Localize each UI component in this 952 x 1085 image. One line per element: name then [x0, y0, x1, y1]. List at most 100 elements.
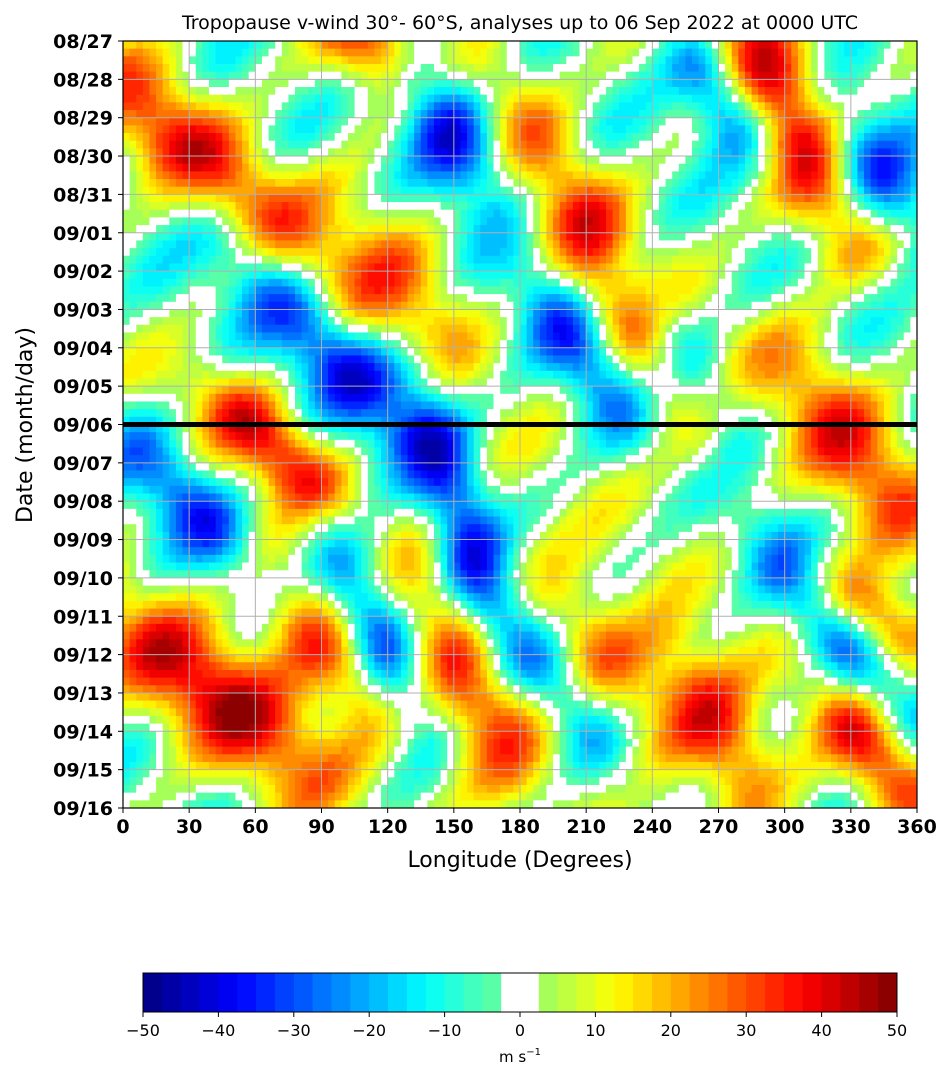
- heatmap-cell: [321, 48, 329, 57]
- heatmap-cell: [804, 217, 812, 226]
- heatmap-cell: [731, 79, 739, 88]
- heatmap-cell: [692, 171, 700, 180]
- heatmap-cell: [520, 202, 528, 211]
- heatmap-cell: [123, 340, 131, 349]
- heatmap-cell: [778, 225, 786, 234]
- heatmap-cell: [175, 133, 184, 142]
- heatmap-cell: [334, 347, 342, 357]
- heatmap-cell: [493, 202, 501, 211]
- heatmap-cell: [182, 248, 190, 257]
- heatmap-cell: [658, 71, 667, 80]
- heatmap-cell: [520, 324, 528, 334]
- heatmap-cell: [473, 271, 481, 280]
- heatmap-cell: [910, 102, 917, 111]
- heatmap-cell: [242, 317, 250, 326]
- heatmap-cell: [268, 79, 276, 88]
- heatmap-cell: [500, 194, 508, 203]
- heatmap-cell: [566, 117, 574, 126]
- heatmap-cell: [870, 64, 878, 73]
- heatmap-cell: [791, 102, 799, 111]
- heatmap-cell: [705, 255, 713, 265]
- heatmap-cell: [334, 94, 342, 103]
- heatmap-cell: [175, 248, 184, 257]
- heatmap-cell: [414, 186, 422, 195]
- heatmap-cell: [526, 140, 534, 149]
- heatmap-cell: [579, 240, 587, 249]
- heatmap-cell: [136, 179, 144, 188]
- heatmap-cell: [738, 56, 746, 65]
- heatmap-cell: [242, 56, 250, 65]
- heatmap-cell: [341, 110, 349, 119]
- heatmap-cell: [844, 209, 852, 219]
- heatmap-cell: [136, 194, 144, 203]
- heatmap-cell: [811, 232, 819, 242]
- heatmap-cell: [553, 110, 561, 119]
- heatmap-cell: [632, 71, 640, 80]
- heatmap-cell: [586, 79, 594, 88]
- heatmap-cell: [182, 125, 190, 134]
- heatmap-cell: [314, 294, 323, 303]
- heatmap-cell: [546, 278, 554, 288]
- heatmap-cell: [632, 194, 640, 203]
- heatmap-cell: [506, 125, 514, 134]
- heatmap-cell: [374, 79, 382, 88]
- heatmap-cell: [354, 255, 362, 265]
- heatmap-cell: [718, 240, 726, 249]
- heatmap-cell: [361, 148, 369, 157]
- heatmap-cell: [506, 217, 514, 226]
- heatmap-cell: [758, 79, 766, 88]
- heatmap-cell: [744, 232, 753, 242]
- heatmap-cell: [811, 202, 819, 211]
- heatmap-cell: [513, 209, 521, 219]
- heatmap-cell: [347, 48, 356, 57]
- heatmap-cell: [493, 324, 501, 334]
- heatmap-cell: [175, 294, 184, 303]
- heatmap-cell: [328, 286, 336, 295]
- heatmap-cell: [453, 94, 462, 103]
- heatmap-cell: [228, 271, 237, 280]
- heatmap-cell: [678, 110, 687, 119]
- heatmap-cell: [275, 125, 283, 134]
- heatmap-cell: [261, 179, 270, 188]
- heatmap-cell: [830, 301, 839, 311]
- heatmap-cell: [228, 309, 237, 318]
- heatmap-cell: [215, 240, 223, 249]
- heatmap-cell: [791, 186, 799, 195]
- heatmap-cell: [182, 255, 190, 265]
- heatmap-cell: [361, 71, 369, 80]
- heatmap-cell: [228, 240, 237, 249]
- heatmap-cell: [500, 324, 508, 334]
- heatmap-cell: [645, 332, 653, 341]
- heatmap-cell: [427, 87, 435, 96]
- heatmap-cell: [182, 301, 190, 311]
- heatmap-cell: [433, 179, 442, 188]
- heatmap-cell: [599, 64, 607, 73]
- heatmap-cell: [295, 186, 303, 195]
- heatmap-cell: [169, 217, 177, 226]
- heatmap-cell: [347, 301, 356, 311]
- heatmap-cell: [460, 240, 468, 249]
- heatmap-cell: [890, 140, 898, 149]
- heatmap-cell: [500, 79, 508, 88]
- heatmap-cell: [579, 163, 587, 172]
- heatmap-cell: [301, 340, 309, 349]
- heatmap-cell: [123, 71, 131, 80]
- heatmap-cell: [209, 294, 217, 303]
- heatmap-cell: [202, 240, 210, 249]
- heatmap-cell: [850, 209, 859, 219]
- heatmap-cell: [275, 271, 283, 280]
- heatmap-cell: [625, 110, 634, 119]
- heatmap-cell: [367, 64, 376, 73]
- heatmap-cell: [394, 202, 402, 211]
- heatmap-cell: [308, 140, 316, 149]
- heatmap-cell: [778, 148, 786, 157]
- heatmap-cell: [447, 217, 455, 226]
- heatmap-cell: [579, 301, 587, 311]
- heatmap-cell: [268, 148, 276, 157]
- heatmap-cell: [407, 332, 415, 341]
- heatmap-cell: [658, 194, 667, 203]
- heatmap-cell: [857, 64, 865, 73]
- heatmap-cell: [744, 79, 753, 88]
- heatmap-cell: [910, 294, 917, 303]
- heatmap-cell: [202, 133, 210, 142]
